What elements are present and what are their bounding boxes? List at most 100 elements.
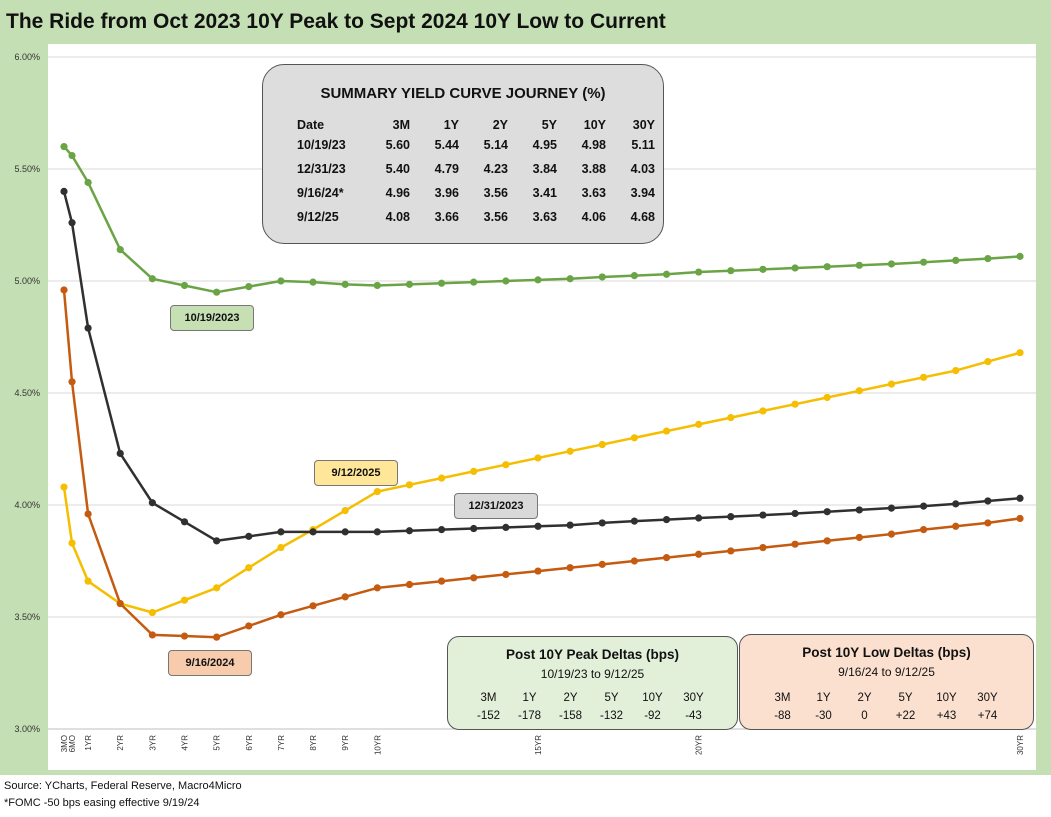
series-point [180,281,189,290]
series-point [213,288,221,296]
low-deltas-header-row: 3M 1Y 2Y 5Y 10Y 30Y [762,689,1008,707]
chart-title: The Ride from Oct 2023 10Y Peak to Sept … [6,10,666,33]
summary-header: 30Y [632,118,655,132]
series-point [470,467,478,475]
summary-cell: 5.14 [483,138,508,152]
series-point [630,272,638,280]
peak-deltas-value-row: -152 -178 -158 -132 -92 -43 [468,707,714,725]
low-deltas-subtitle: 9/16/24 to 9/12/25 [838,665,935,679]
summary-cell: 3.66 [434,210,459,224]
summary-title: SUMMARY YIELD CURVE JOURNEY (%) [320,85,606,102]
series-point [759,407,767,415]
series-point [919,526,928,534]
summary-cell: 5.40 [385,162,410,176]
low-deltas-value-row: -88 -30 0 +22 +43 +74 [762,707,1008,725]
y-tick-label: 3.00% [14,724,40,734]
series-point [405,481,414,489]
series-point [60,187,68,195]
series-point [727,547,735,555]
series-point [60,143,68,151]
series-point [952,367,960,375]
series-point [68,151,76,160]
series-point [1016,252,1024,260]
series-point [952,256,960,264]
low-deltas-value: -88 [774,710,791,722]
low-deltas-header: 10Y [936,692,957,704]
summary-cell: 5.44 [434,138,459,152]
series-point [566,275,574,283]
summary-cell: 3.63 [581,186,606,200]
summary-header: 1Y [443,118,459,132]
source-note: Source: YCharts, Federal Reserve, Macro4… [4,780,242,792]
series-point [213,633,221,641]
fomc-note: *FOMC -50 bps easing effective 9/19/24 [4,797,200,809]
series-point [662,270,671,278]
low-deltas-value: +43 [936,710,957,722]
series-point [148,608,156,617]
y-tick-label: 4.50% [14,388,40,398]
summary-header: 2Y [492,118,508,132]
series-point [84,178,92,187]
series-point [952,522,960,530]
series-point [502,523,510,532]
series-point [148,275,156,283]
summary-cell: 3.94 [630,186,655,200]
x-tick-label: 3MO [60,735,69,752]
summary-table-box: SUMMARY YIELD CURVE JOURNEY (%) Date 3M … [262,64,664,244]
low-deltas-value: +74 [977,710,998,722]
series-point [534,567,542,575]
peak-deltas-header: 3M [480,692,497,704]
peak-deltas-value: -43 [685,710,702,722]
series-point [84,324,92,332]
summary-cell: 5.11 [631,138,655,152]
low-deltas-header: 3M [774,692,791,704]
summary-cell: 12/31/23 [297,162,346,176]
series-point [405,580,414,589]
series-point [277,528,285,536]
series-point [68,378,76,386]
series-point [309,528,317,536]
series-line [62,191,1021,543]
series-point [245,532,253,540]
series-point [662,427,671,435]
series-point [984,519,992,527]
series-point [759,543,767,552]
summary-row: 10/19/23 5.60 5.44 5.14 4.95 4.98 5.11 [297,133,655,157]
series-point [855,261,863,269]
series-point [952,500,960,508]
series-point [695,514,703,522]
series-point [855,387,863,395]
peak-deltas-header: 30Y [683,692,704,704]
series-point [341,280,349,288]
series-point [630,434,638,442]
series-point [213,584,221,592]
low-deltas-header: 30Y [977,692,998,704]
x-tick-label: 20YR [695,735,704,755]
summary-header: 3M [392,118,410,132]
series-line [62,351,1021,614]
series-point [245,622,253,630]
low-deltas-value: -30 [815,710,832,722]
series-point [534,522,542,530]
series-point [437,577,446,585]
series-point [823,508,831,516]
series-point [405,280,414,288]
series-point [277,611,285,619]
series-point [598,440,606,449]
series-point [213,537,221,545]
series-point [855,506,863,514]
x-tick-label: 3YR [148,735,157,751]
y-tick-label: 5.00% [14,276,40,286]
summary-cell: 4.95 [532,138,557,152]
series-point [437,279,446,287]
peak-deltas-box: Post 10Y Peak Deltas (bps) 10/19/23 to 9… [447,636,738,730]
series-point [180,518,189,526]
x-tick-label: 8YR [309,735,318,751]
summary-cell: 3.41 [532,186,557,200]
x-tick-label: 15YR [534,735,543,755]
series-point [245,564,253,572]
series-point [887,380,896,388]
series-point [598,519,606,527]
summary-table: Date 3M 1Y 2Y 5Y 10Y 30Y 10/19/23 5.60 5… [297,117,655,229]
series-point [759,265,767,273]
